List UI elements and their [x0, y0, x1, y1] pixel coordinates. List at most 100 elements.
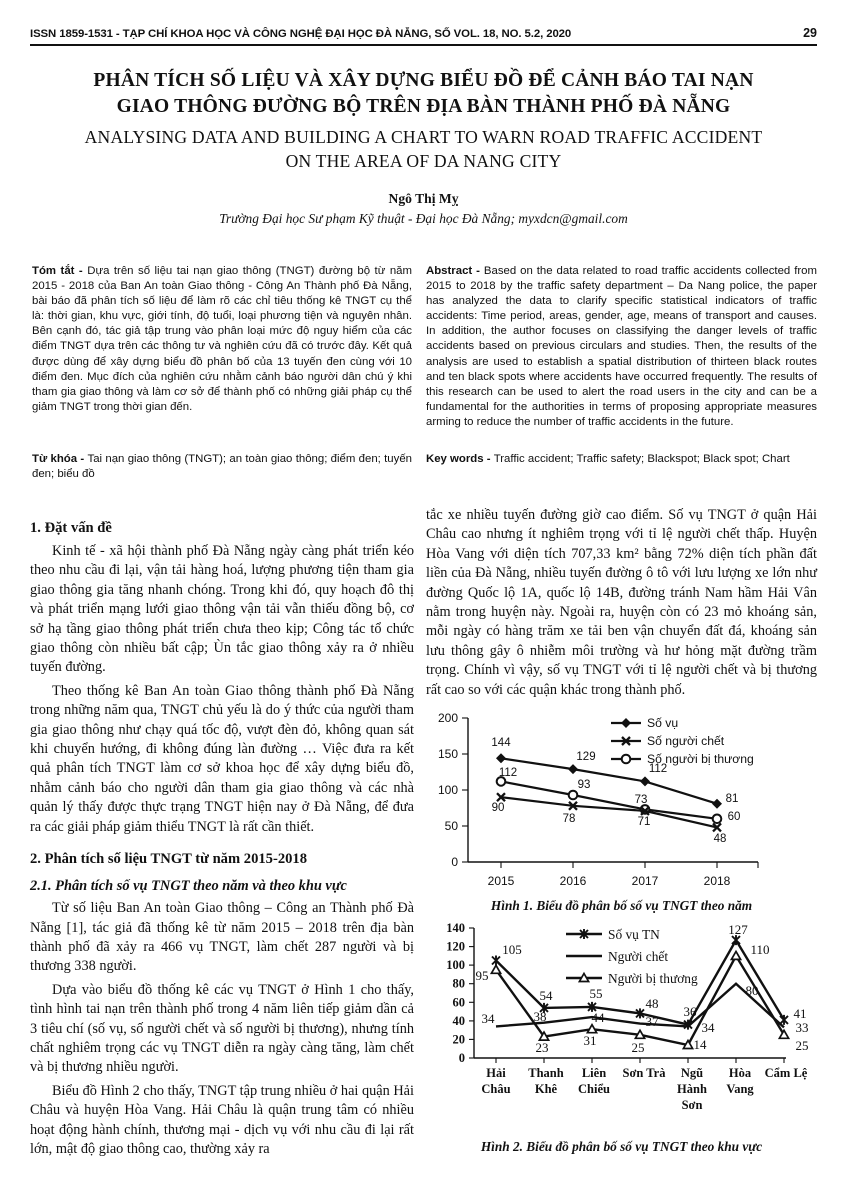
- figure-2-label-bt-lienchieu: 31: [584, 1033, 597, 1048]
- author-affiliation: Trường Đại học Sư phạm Kỹ thuật - Đại họ…: [219, 211, 628, 226]
- figure-1-ytick-200: 200: [438, 711, 458, 725]
- figure-2-category-labels: Hải Châu Thanh Khê Liên Chiểu Sơn Trà Ng…: [481, 1066, 807, 1112]
- figure-2-ytick-100: 100: [446, 958, 465, 972]
- figure-1-label-ct-2015: 90: [492, 802, 505, 814]
- figure-2-label-ct-camle: 33: [796, 1020, 809, 1035]
- section-2-1-paragraph-2: Dựa vào biểu đồ thống kê các vụ TNGT ở H…: [30, 981, 414, 1076]
- figure-2-series-bi-thuong-markers: [489, 949, 791, 1050]
- figure-2-label-bt-nguhanhson: 14: [694, 1037, 708, 1052]
- figure-1-label-ct-2018: 48: [714, 833, 727, 845]
- figure-1-series-so-vu-markers: [496, 753, 722, 809]
- figure-2-chart: 140 120 100 80 60 40 20 0: [446, 922, 809, 1112]
- figure-2-label-tn-hoavang: 127: [728, 922, 748, 937]
- figure-1: 200 150 100 50 0 2015 2016 2017 2018: [426, 710, 817, 914]
- figure-2-ytick-60: 60: [453, 995, 466, 1009]
- figure-2-ytick-120: 120: [446, 940, 465, 954]
- figure-2-label-bt-haichau: 95: [476, 968, 489, 983]
- figure-1-label-bt-2015: 112: [499, 767, 517, 779]
- section-1-paragraph-1: Kinh tế - xã hội thành phố Đà Nẵng ngày …: [30, 543, 414, 676]
- figure-2-label-ct-nguhanhson: 34: [702, 1020, 716, 1035]
- title-block: PHÂN TÍCH SỐ LIỆU VÀ XÂY DỰNG BIỂU ĐỒ ĐỂ…: [40, 68, 807, 173]
- abstract-vi-text: Tóm tắt - Dựa trên số liệu tai nạn giao …: [32, 264, 412, 415]
- figure-2-legend-3: Người bị thương: [608, 971, 698, 986]
- figure-1-xtick-2015: 2015: [488, 874, 515, 888]
- section-2-1-heading: 2.1. Phân tích số vụ TNGT theo năm và th…: [30, 878, 347, 895]
- figure-1-caption-text: Biểu đồ phân bố số vụ TNGT theo năm: [533, 898, 753, 914]
- figure-1-label-ct-2016: 78: [563, 813, 576, 825]
- abstract-vietnamese: Tóm tắt - Dựa trên số liệu tai nạn giao …: [32, 264, 412, 415]
- figure-2-data-labels: 105 54 55 48 36 127 41 34 38 44 37 34 80…: [476, 922, 809, 1055]
- figure-1-label-sv-2017: 112: [649, 763, 667, 775]
- figure-1-ytick-50: 50: [445, 819, 459, 833]
- abstract-en-text: Abstract - Based on the data related to …: [426, 264, 817, 430]
- svg-text:Sơn Trà: Sơn Trà: [623, 1066, 667, 1080]
- figure-2-label-bt-thanhkhe: 23: [536, 1040, 549, 1055]
- figure-1-xtick-2018: 2018: [704, 874, 731, 888]
- figure-1-ytick-150: 150: [438, 747, 458, 761]
- figure-2-ytick-40: 40: [453, 1014, 466, 1028]
- title-en-line2: ON THE AREA OF DA NANG CITY: [285, 151, 562, 171]
- figure-2-legend-1: Số vụ TN: [608, 927, 660, 942]
- abstract-en-label: Abstract -: [426, 265, 484, 277]
- figure-2-caption: Hình 2. Biểu đồ phân bố số vụ TNGT theo …: [426, 1139, 817, 1155]
- abstract-vi-body: Dựa trên số liệu tai nạn giao thông (TNG…: [32, 265, 412, 413]
- figure-1-chart: 200 150 100 50 0 2015 2016 2017 2018: [438, 711, 759, 888]
- svg-text:Vang: Vang: [726, 1082, 754, 1096]
- figure-1-data-labels: 144 129 112 81 112 93 73 60 90 78 71 48: [491, 737, 740, 845]
- body-column-left: 1. Đặt vấn đề Kinh tế - xã hội thành phố…: [30, 506, 414, 1159]
- figure-1-label-ct-2017: 71: [638, 816, 651, 828]
- svg-text:Sơn: Sơn: [682, 1098, 703, 1112]
- figure-1-legend-3: Số người bị thương: [647, 752, 754, 766]
- keywords-en-body: Traffic accident; Traffic safety; Blacks…: [493, 453, 790, 465]
- figure-1-ytick-0: 0: [451, 855, 458, 869]
- keywords-english: Key words - Traffic accident; Traffic sa…: [426, 452, 817, 467]
- title-vietnamese: PHÂN TÍCH SỐ LIỆU VÀ XÂY DỰNG BIỂU ĐỒ ĐỂ…: [40, 68, 807, 120]
- figure-2-label-tn-thanhkhe: 54: [540, 988, 554, 1003]
- figure-2-label-tn-lienchieu: 55: [590, 986, 603, 1001]
- figure-2-label-bt-camle: 25: [796, 1038, 809, 1053]
- figure-2-label-ct-haichau: 34: [482, 1011, 496, 1026]
- figure-2-label-tn-haichau: 105: [502, 942, 522, 957]
- svg-text:Thanh: Thanh: [528, 1066, 563, 1080]
- keywords-vi-body: Tai nạn giao thông (TNGT); an toàn giao …: [32, 453, 412, 481]
- svg-text:Khê: Khê: [535, 1082, 558, 1096]
- section-2-heading: 2. Phân tích số liệu TNGT từ năm 2015-20…: [30, 851, 308, 868]
- svg-text:Liên: Liên: [582, 1066, 606, 1080]
- svg-text:Châu: Châu: [481, 1082, 510, 1096]
- svg-text:Hải: Hải: [486, 1066, 506, 1080]
- abstract-vi-label: Tóm tắt -: [32, 265, 88, 277]
- figure-1-xtick-2017: 2017: [632, 874, 659, 888]
- figure-1-label-sv-2016: 129: [576, 751, 595, 763]
- svg-text:Chiểu: Chiểu: [578, 1082, 610, 1096]
- section-2-1-paragraph-1: Từ số liệu Ban An toàn Giao thông – Công…: [30, 900, 414, 975]
- running-head-text: ISSN 1859-1531 - TẠP CHÍ KHOA HỌC VÀ CÔN…: [30, 28, 572, 40]
- page-number: 29: [803, 26, 817, 40]
- figure-1-series-bi-thuong-line: [500, 780, 718, 820]
- figure-2-label-tn-nguhanhson: 36: [684, 1004, 698, 1019]
- header-divider: [30, 44, 817, 46]
- svg-text:Hòa: Hòa: [729, 1066, 752, 1080]
- title-en-line1: ANALYSING DATA AND BUILDING A CHART TO W…: [84, 127, 763, 147]
- running-head: ISSN 1859-1531 - TẠP CHÍ KHOA HỌC VÀ CÔN…: [30, 26, 817, 40]
- figure-1-label-bt-2018: 60: [728, 811, 741, 823]
- figure-1-label-bt-2016: 93: [578, 779, 591, 791]
- figure-2-label-tn-camle: 41: [794, 1006, 807, 1021]
- figure-1-label-bt-2017: 73: [635, 794, 648, 806]
- figure-1-caption-number: Hình 1.: [490, 898, 534, 914]
- figure-1-legend-1: Số vụ: [647, 716, 678, 730]
- figure-2-legend-2: Người chết: [608, 949, 668, 964]
- keywords-en-label: Key words -: [426, 453, 494, 465]
- svg-text:Cẩm Lệ: Cẩm Lệ: [765, 1066, 808, 1080]
- figure-1-series-chet-markers: [496, 792, 722, 833]
- author-name: Ngô Thị Mỵ: [388, 191, 459, 206]
- figure-1-label-sv-2018: 81: [726, 793, 739, 805]
- figure-1-series-chet-line: [500, 796, 718, 829]
- figure-1-ytick-100: 100: [438, 783, 458, 797]
- figure-2-ytick-80: 80: [453, 977, 466, 991]
- section-1-paragraph-2: Theo thống kê Ban An toàn Giao thông thà…: [30, 682, 414, 835]
- figure-1-series-so-vu-line: [500, 757, 718, 805]
- figure-1-label-sv-2015: 144: [491, 737, 511, 749]
- figure-2-x-ticks: [495, 1058, 785, 1064]
